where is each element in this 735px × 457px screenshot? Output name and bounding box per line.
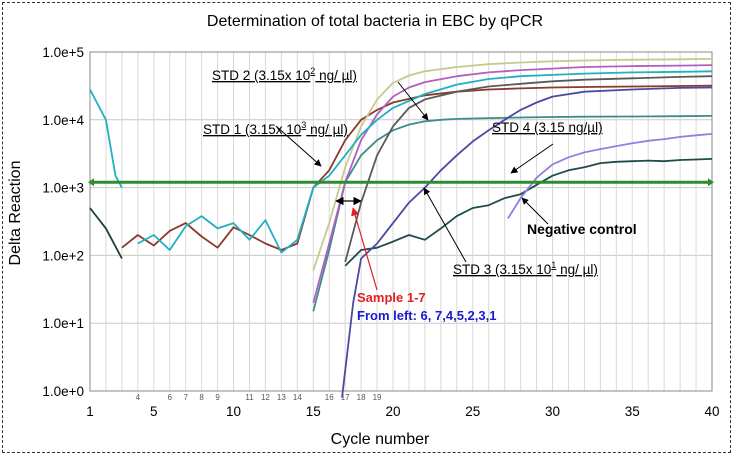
series-group (89, 58, 713, 398)
annotation-std1-prefix: STD 1 (3.15x 10 (203, 122, 301, 137)
arrow-sample (351, 207, 378, 291)
annotation-std4: STD 4 (3.15 ng/µl) (492, 120, 603, 135)
annotation-order-text: From left: 6, 7,4,5,2,3,1 (357, 308, 496, 323)
y-tick-label: 1.0e+1 (42, 316, 84, 331)
x-tick-label: 15 (306, 404, 321, 419)
x-tick-label: 25 (465, 404, 480, 419)
annotation-std2-suffix: ng/ µl) (315, 68, 357, 83)
x-axis-label: Cycle number (331, 431, 430, 448)
annotation-order: From left: 6, 7,4,5,2,3,1 (357, 308, 496, 323)
x-tick-label: 10 (226, 404, 241, 419)
y-tick-label: 1.0e+3 (42, 181, 84, 196)
x-minor-tick-label: 18 (357, 393, 366, 402)
x-tick-label: 20 (386, 404, 401, 419)
y-axis-label: Delta Reaction (7, 161, 24, 266)
arrow-std3 (423, 187, 467, 263)
annotation-std2-sup: 2 (310, 66, 315, 76)
y-tick-label: 1.0e+0 (42, 384, 84, 399)
x-minor-tick-label: 19 (373, 393, 382, 402)
annotation-std3-suffix: ng/ µl) (556, 262, 598, 277)
series-line-curve-10 (137, 70, 713, 254)
annotation-negative-text: Negative control (527, 221, 637, 237)
annotation-std1: STD 1 (3.15x 103 ng/ µl) (203, 120, 348, 137)
x-minor-tick-label: 7 (183, 393, 188, 402)
y-tick-label: 1.0e+4 (42, 113, 84, 128)
chart-frame (2, 2, 731, 453)
series-line-std1 (312, 115, 713, 312)
x-minor-tick-label: 6 (168, 393, 173, 402)
x-minor-tick-label: 9 (215, 393, 220, 402)
annotation-std2-prefix: STD 2 (3.15x 10 (212, 68, 310, 83)
series-line-curve-6 (312, 58, 713, 271)
arrow-std1 (275, 125, 322, 167)
chart-title: Determination of total bacteria in EBC b… (207, 13, 543, 30)
series-line-std2 (121, 84, 713, 251)
x-minor-tick-label: 12 (261, 393, 270, 402)
series-line-curve-9 (89, 207, 123, 259)
x-tick-label: 40 (704, 404, 719, 419)
y-tick-label: 1.0e+5 (42, 45, 84, 60)
x-minor-tick-label: 16 (325, 393, 334, 402)
arrow-std2 (397, 81, 429, 121)
annotation-std4-text: STD 4 (3.15 ng/µl) (492, 120, 603, 135)
series-line-std4 (507, 133, 713, 219)
x-minor-tick-label: 11 (245, 393, 254, 402)
x-tick-label: 1 (86, 404, 94, 419)
annotation-sample-text: Sample 1-7 (357, 290, 426, 305)
annotation-std2: STD 2 (3.15x 102 ng/ µl) (212, 66, 357, 83)
x-minor-tick-label: 14 (293, 393, 302, 402)
annotations: STD 2 (3.15x 102 ng/ µl) STD 1 (3.15x 10… (203, 66, 637, 323)
y-tick-label: 1.0e+2 (42, 248, 84, 263)
annotation-std3-sup: 1 (551, 260, 556, 270)
series-line-curve-7 (312, 64, 713, 304)
x-minor-tick-label: 4 (136, 393, 141, 402)
axes: 1.0e+01.0e+11.0e+21.0e+31.0e+41.0e+51 5 10… (42, 45, 719, 419)
x-minor-tick-label: 17 (341, 393, 350, 402)
series-line-std3 (344, 158, 713, 267)
annotation-std3-prefix: STD 3 (3.15x 10 (453, 262, 551, 277)
annotation-std1-suffix: ng/ µl) (306, 122, 348, 137)
x-tick-label: 30 (545, 404, 560, 419)
annotation-negative-control: Negative control (527, 221, 637, 237)
series-line-curve-5 (344, 75, 713, 263)
annotation-std3: STD 3 (3.15x 101 ng/ µl) (453, 260, 598, 277)
series-line-curve-4 (341, 86, 713, 398)
annotation-std1-sup: 3 (301, 120, 306, 130)
annotation-sample: Sample 1-7 (357, 290, 426, 305)
plot-border (89, 51, 713, 392)
x-minor-tick-label: 8 (199, 393, 204, 402)
x-tick-label: 35 (625, 404, 640, 419)
arrow-negative (521, 197, 549, 225)
x-tick-label: 5 (150, 404, 158, 419)
x-minor-tick-label: 13 (277, 393, 286, 402)
arrow-std4 (510, 143, 554, 174)
